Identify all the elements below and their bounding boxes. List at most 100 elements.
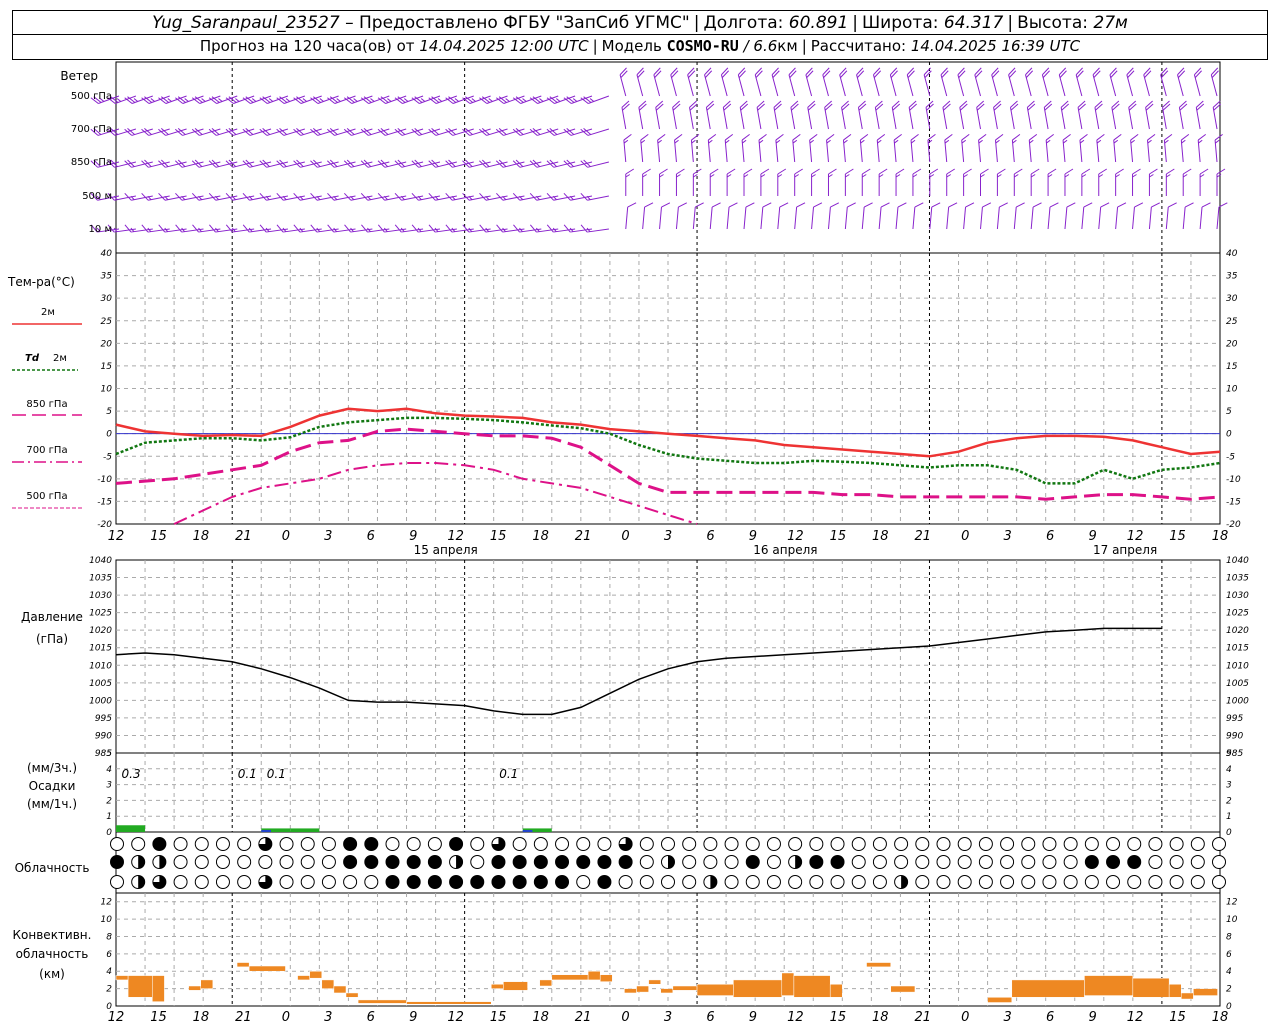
wind-barb [1064, 202, 1076, 230]
wind-barb-feather [448, 127, 456, 135]
wind-barb-half-feather [726, 174, 732, 178]
series-pressure [115, 627, 1162, 716]
wind-barb [276, 159, 305, 168]
wind-barb-feather [1059, 70, 1067, 78]
wind-barb-feather [791, 103, 799, 111]
wind-barb [208, 192, 238, 201]
wind-barb-feather [245, 96, 254, 103]
wind-barb-feather [1061, 103, 1070, 111]
wind-barb-feather [638, 100, 647, 108]
wind-barb-feather [279, 96, 288, 103]
wind-barb-half-feather [113, 227, 118, 232]
wind-barb [158, 159, 187, 168]
wind-barb-feather [636, 67, 644, 76]
wind-barb-feather [1180, 134, 1190, 141]
precip-ytick-left: 0 [106, 828, 112, 838]
wind-barb-staff [1092, 74, 1100, 97]
wind-barb [276, 224, 305, 233]
wind-barb [512, 192, 542, 201]
wind-barb [394, 95, 424, 104]
wind-barb-staff [503, 95, 525, 104]
wind-barb [978, 134, 987, 163]
wind-barb-staff [97, 195, 120, 201]
wind-barb-staff [181, 195, 204, 201]
wind-barb-staff [436, 95, 458, 104]
cloud-symbol [1148, 837, 1163, 851]
wind-barb [1030, 202, 1042, 230]
wind-barb-staff [777, 207, 781, 230]
precip-title: Осадки [29, 779, 76, 793]
wind-barb [996, 202, 1008, 230]
cloud-symbol [851, 855, 866, 869]
conv-xtick: 3 [324, 1010, 332, 1024]
wind-barb-feather [927, 134, 936, 141]
conv-bar [1011, 979, 1085, 998]
wind-barb-staff [1177, 74, 1184, 97]
wind-barb [124, 224, 153, 233]
wind-barb-feather [515, 159, 524, 167]
wind-barb-feather [773, 100, 782, 108]
wind-barb-staff [165, 128, 187, 136]
wind-barb-half-feather [843, 139, 848, 144]
conv-xtick: 6 [367, 1010, 375, 1024]
wind-barb-feather [1076, 70, 1084, 78]
wind-barb-feather [958, 70, 966, 78]
conv-bar [648, 979, 661, 985]
wind-barb-feather [1044, 103, 1053, 111]
conv-ytick-right: 10 [1226, 915, 1238, 925]
wind-barb-feather [276, 128, 285, 136]
pressure-ytick-left: 1025 [89, 609, 112, 619]
wind-barb-staff [908, 107, 914, 130]
wind-barb-staff [502, 161, 525, 168]
conv-xtick: 18 [1212, 1010, 1229, 1024]
wind-barb-feather [1009, 70, 1017, 78]
wind-barb-feather [914, 202, 924, 208]
wind-barb [640, 134, 649, 163]
wind-barb-feather [127, 159, 135, 167]
cloud-symbol [788, 875, 803, 889]
wind-barb-feather [1145, 103, 1154, 111]
wind-barb-feather [974, 67, 982, 76]
wind-barb [1081, 168, 1091, 196]
cloud-symbol [576, 855, 591, 869]
wind-barb [242, 127, 272, 136]
temp-ytick-right: 30 [1226, 294, 1238, 304]
wind-barb-staff [1162, 107, 1167, 130]
wind-barb-feather [293, 160, 301, 168]
wind-barb-feather [191, 192, 200, 201]
wind-barb-feather [738, 70, 746, 78]
wind-barb-half-feather [417, 227, 422, 232]
wind-barb-feather [495, 128, 504, 136]
precip-bar-3h [116, 825, 146, 832]
wind-barb [657, 134, 666, 163]
pressure-ytick-right: 985 [1226, 749, 1243, 759]
wind-barb-feather [909, 103, 917, 111]
wind-barb-feather [775, 134, 784, 141]
wind-barb-half-feather [130, 195, 135, 200]
wind-barb-feather [411, 224, 419, 233]
temp-ytick-right: 10 [1226, 385, 1238, 395]
wind-barb-staff [587, 128, 610, 136]
wind-barb-half-feather [147, 227, 152, 232]
wind-barb-half-feather [96, 227, 101, 232]
wind-barb-feather [377, 224, 385, 233]
wind-barb [910, 134, 919, 163]
wind-barb-half-feather [963, 174, 968, 178]
wind-barb-staff [944, 140, 948, 163]
wind-barb-half-feather [218, 98, 223, 102]
provider-text: Предоставлено ФГБУ "ЗапСиб УГМС" [359, 13, 690, 33]
temp-xtick: 0 [621, 529, 629, 544]
wind-barb-feather [448, 159, 456, 167]
wind-barb-feather [788, 67, 796, 76]
cloud-symbol [449, 875, 464, 889]
wind-barb-half-feather [231, 195, 236, 200]
wind-barb-feather [875, 103, 884, 111]
wind-barb [1132, 168, 1141, 196]
wind-barb-half-feather [556, 98, 561, 102]
wind-barb-staff [841, 107, 846, 130]
cloud-symbol [237, 837, 252, 851]
wind-barb-feather [856, 67, 864, 76]
wind-barb-half-feather [400, 227, 405, 232]
wind-barb-feather [704, 70, 713, 78]
cloud-symbol [978, 875, 993, 889]
